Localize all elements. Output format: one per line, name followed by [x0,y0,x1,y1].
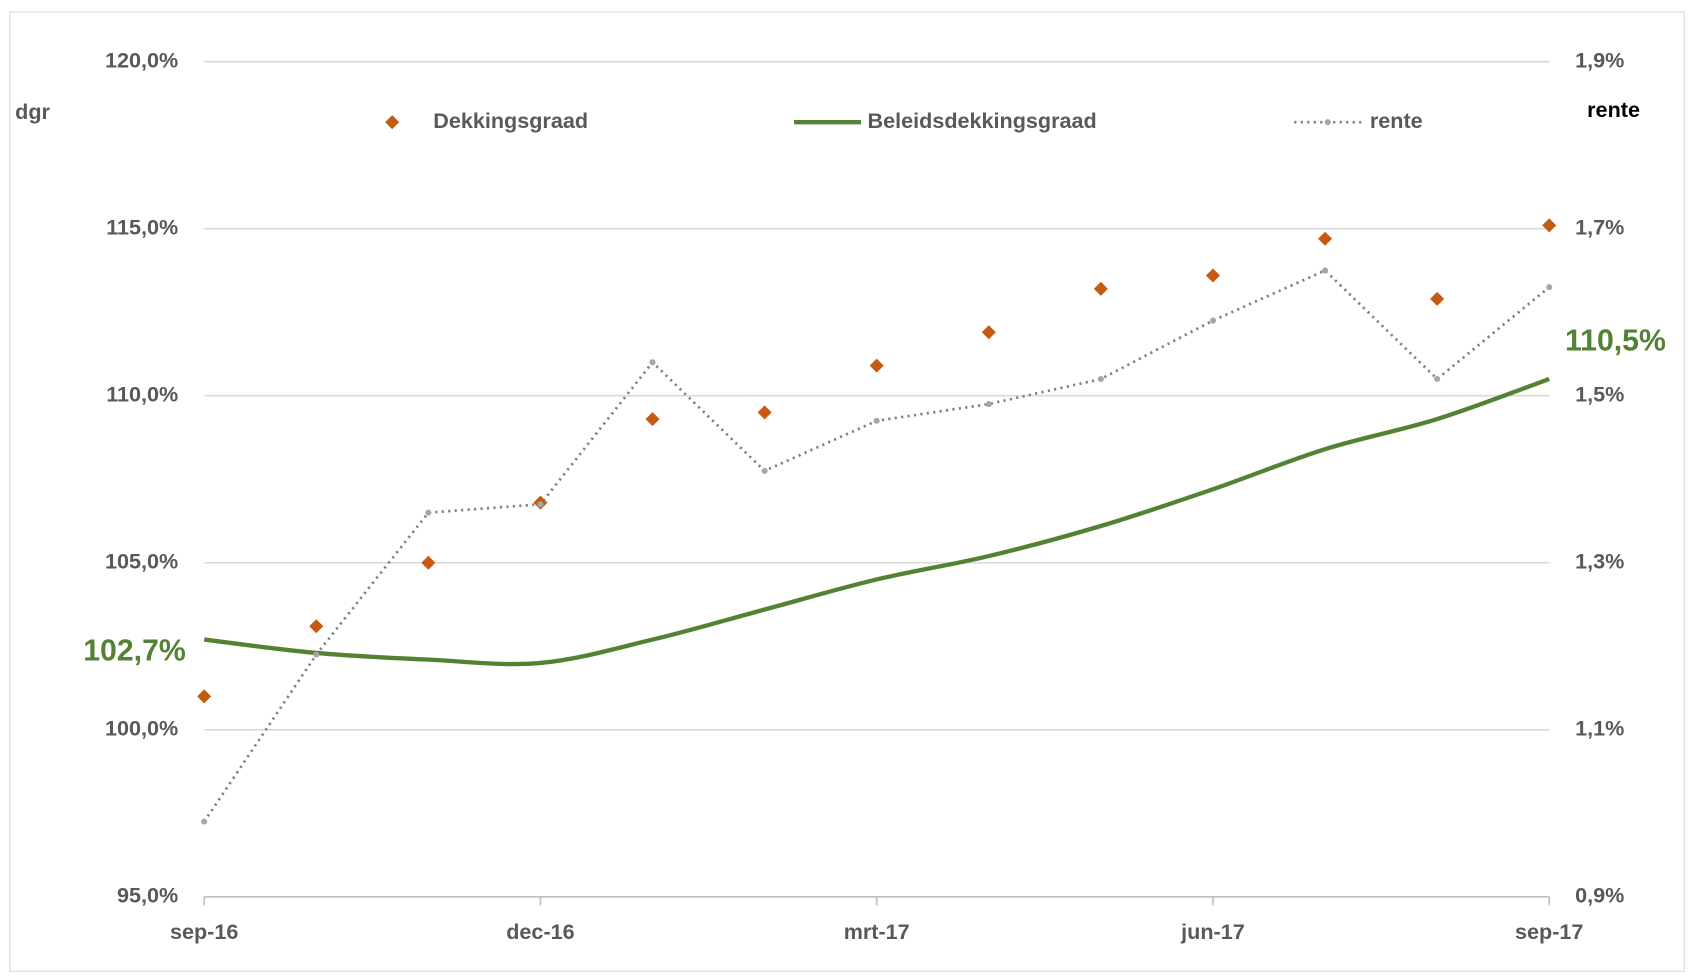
legend-marker [385,115,400,130]
marker [645,412,660,427]
data-label: 102,7% [83,635,186,668]
x-tick-label: dec-16 [506,919,574,944]
y2-tick-label: 1,1% [1575,715,1624,740]
y2-tick-label: 1,3% [1575,548,1624,573]
y-axis-title: dgr [15,99,50,124]
legend-label: Beleidsdekkingsgraad [868,108,1097,133]
y2-tick-label: 0,9% [1575,882,1624,907]
point [1434,375,1441,383]
line [203,376,1550,667]
marker [981,325,996,340]
point [537,501,544,508]
point [873,417,880,424]
point [649,359,656,366]
marker [197,689,212,704]
y-tick-label: 115,0% [106,214,178,239]
point [1546,284,1553,291]
marker [1430,291,1445,306]
point [425,509,432,516]
marker [757,405,772,420]
y-tick-label: 110,0% [106,381,178,406]
point [985,401,992,408]
point [1209,317,1216,324]
marker [309,619,324,634]
point [1097,375,1104,383]
y2-tick-label: 1,5% [1575,381,1624,406]
legend-label: Dekkingsgraad [433,108,588,133]
y-tick-label: 95,0% [117,882,178,907]
y2-tick-label: 1,9% [1575,47,1624,72]
legend-label: rente [1370,108,1423,133]
marker [1318,231,1333,246]
legend-point [1324,119,1331,126]
chart-border [9,11,1685,972]
point [201,818,208,825]
line [203,268,1551,823]
x-tick-label: sep-16 [170,919,238,944]
point [1322,267,1329,274]
y2-axis-title: rente [1587,97,1640,122]
y2-tick-label: 1,7% [1575,214,1624,239]
marker [1542,218,1557,233]
y-tick-label: 105,0% [105,548,178,573]
marker [1205,268,1220,283]
x-tick-label: jun-17 [1180,919,1245,944]
y-tick-label: 120,0% [105,47,178,72]
y-tick-label: 100,0% [105,715,178,740]
x-tick-label: sep-17 [1515,919,1583,944]
marker [1093,281,1108,296]
point [313,651,320,658]
marker [869,358,884,373]
point [761,467,768,474]
marker [421,555,436,570]
x-tick-label: mrt-17 [844,919,910,944]
data-label: 110,5% [1565,324,1666,357]
